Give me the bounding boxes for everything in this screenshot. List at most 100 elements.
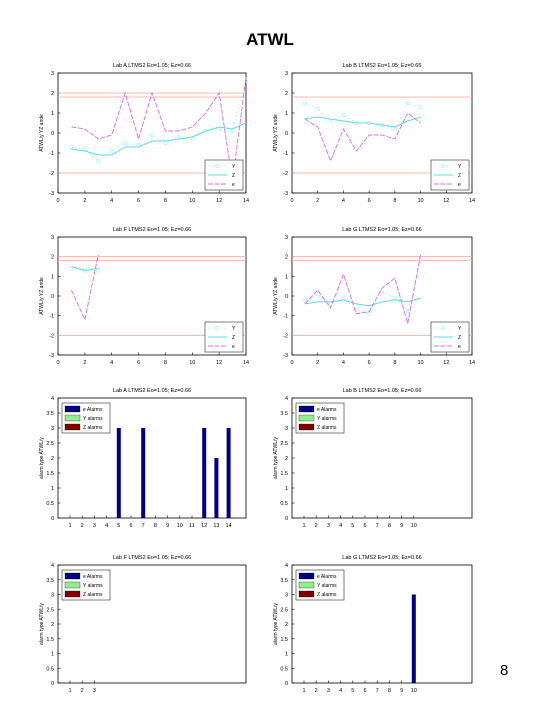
x-tick-label: 7 [376,688,379,694]
x-tick-label: 8 [388,688,391,694]
legend-label: Z alarms [317,592,337,598]
series-Y-point [315,291,320,297]
x-tick-label: 1 [68,688,71,694]
x-tick-label: 3 [327,523,330,529]
series-Y-point [405,100,410,106]
chart-title: Lab A LTMS2 Eo=1.05; Ez=0.66 [113,388,191,394]
x-tick-label: 1 [68,523,71,529]
chart-title: Lab F LTMS2 Eo=1.05; Ez=0.66 [113,227,191,233]
legend-label: Z [458,173,461,179]
chart-panel-8: Lab G LTMS2 Eo=1.05; Ez=0.66 alarm type A… [273,555,473,694]
y-tick-label: 2 [285,456,288,462]
legend-marker-Y [440,163,446,169]
x-tick-label: 4 [342,360,345,366]
y-tick-label: 4 [285,563,288,569]
x-tick-label: 10 [418,360,424,366]
series-Y-point [418,104,423,110]
bar-e-alarms [116,428,121,518]
series-Y-point [341,112,346,118]
y-axis-label: alarm type ATWL/y [273,437,279,479]
y-tick-label: -1 [283,151,288,157]
y-tick-label: 1 [51,652,54,658]
y-tick-label: -1 [49,151,54,157]
chart-panel-6: Lab B LTMS2 Eo=1.05; Ez=0.66 alarm type A… [273,388,473,529]
bar-e-alarms [226,428,231,518]
y-tick-label: 3.5 [46,411,54,417]
series-Z-line [304,116,421,128]
x-tick-label: 14 [243,360,249,366]
x-tick-label: 7 [376,523,379,529]
x-tick-label: 10 [177,523,183,529]
x-tick-label: 9 [400,523,403,529]
x-tick-label: 2 [81,688,84,694]
y-tick-label: 2.5 [280,607,288,613]
y-tick-label: 0 [285,681,288,687]
legend: e Alarms Y alarms Z alarms [295,402,345,434]
legend: e Alarms Y alarms Z alarms [61,569,111,601]
y-tick-label: 1 [51,486,54,492]
chart-title: Lab F LTMS2 Eo=1.05; Ez=0.66 [113,555,191,561]
legend-swatch [64,572,81,580]
legend-label: e Alarms [317,574,337,580]
chart-panel-1: Lab A LTMS2 Eo=1.05; Ez=0.66 ATWL/y YZ an… [39,63,249,204]
series-Z-line [71,122,247,156]
y-axis-label: ATWL/y YZ ande [39,277,45,315]
bar-e-alarms [411,594,416,683]
x-tick-label: 7 [142,523,145,529]
x-tick-label: 4 [110,198,113,204]
legend: YZe [430,159,470,191]
page-title: ATWL [246,30,294,49]
x-tick-label: 4 [342,198,345,204]
legend-label: Y alarms [317,416,337,422]
y-tick-label: 1 [285,652,288,658]
chart-title: Lab G LTMS2 Eo=1.05; Ez=0.66 [342,555,421,561]
chart-title: Lab A LTMS2 Eo=1.05; Ez=0.66 [113,63,191,69]
x-tick-label: 14 [226,523,232,529]
series-Y-point [69,144,74,150]
x-tick-label: 10 [189,360,195,366]
series-Y-point [203,128,208,134]
y-tick-label: -2 [283,171,288,177]
legend-marker-Y [214,325,220,331]
chart-panel-3: Lab F LTMS2 Eo=1.05; Ez=0.66 ATWL/y YZ an… [39,227,249,366]
x-tick-label: 11 [189,523,195,529]
x-tick-label: 0 [56,198,59,204]
x-tick-label: 2 [83,198,86,204]
legend: e Alarms Y alarms Z alarms [295,569,345,601]
y-tick-label: 1 [285,486,288,492]
legend-label: Y [458,326,462,332]
bar-e-alarms [214,458,219,518]
y-tick-label: 3 [51,593,54,599]
series-Y-point [243,78,249,84]
x-tick-label: 4 [339,688,342,694]
x-tick-label: 12 [443,198,449,204]
series-Y-line [304,260,422,315]
x-tick-label: 8 [164,198,167,204]
legend-label: e Alarms [317,407,337,413]
y-axis-label: alarm type ATWL/y [273,603,279,645]
y-tick-label: -1 [49,314,54,320]
x-tick-label: 6 [363,523,366,529]
y-tick-label: 4 [51,563,54,569]
y-tick-label: -3 [49,191,54,197]
x-tick-label: 8 [164,360,167,366]
x-tick-label: 6 [137,198,140,204]
legend-label: Y [232,326,236,332]
y-tick-label: 3 [285,71,288,77]
y-axis-label: ATWL/y YZ ande [273,114,279,152]
x-tick-label: 6 [129,523,132,529]
series-Y-point [109,148,114,154]
chart-panel-2: Lab B LTMS2 Eo=1.05; Ez=0.66 ATWL/y YZ an… [273,63,475,204]
y-tick-label: 0 [285,131,288,137]
x-tick-label: 2 [316,360,319,366]
x-tick-label: 5 [117,523,120,529]
y-tick-label: 2 [285,255,288,261]
y-tick-label: 0 [51,681,54,687]
y-tick-label: 2 [51,91,54,97]
y-tick-label: -1 [283,314,288,320]
legend-label: e [232,182,235,188]
series-Y-point [302,297,308,303]
x-tick-label: 8 [393,198,396,204]
legend-label: Z alarms [83,425,103,431]
chart-title: Lab G LTMS2 Eo=1.05; Ez=0.66 [342,227,421,233]
